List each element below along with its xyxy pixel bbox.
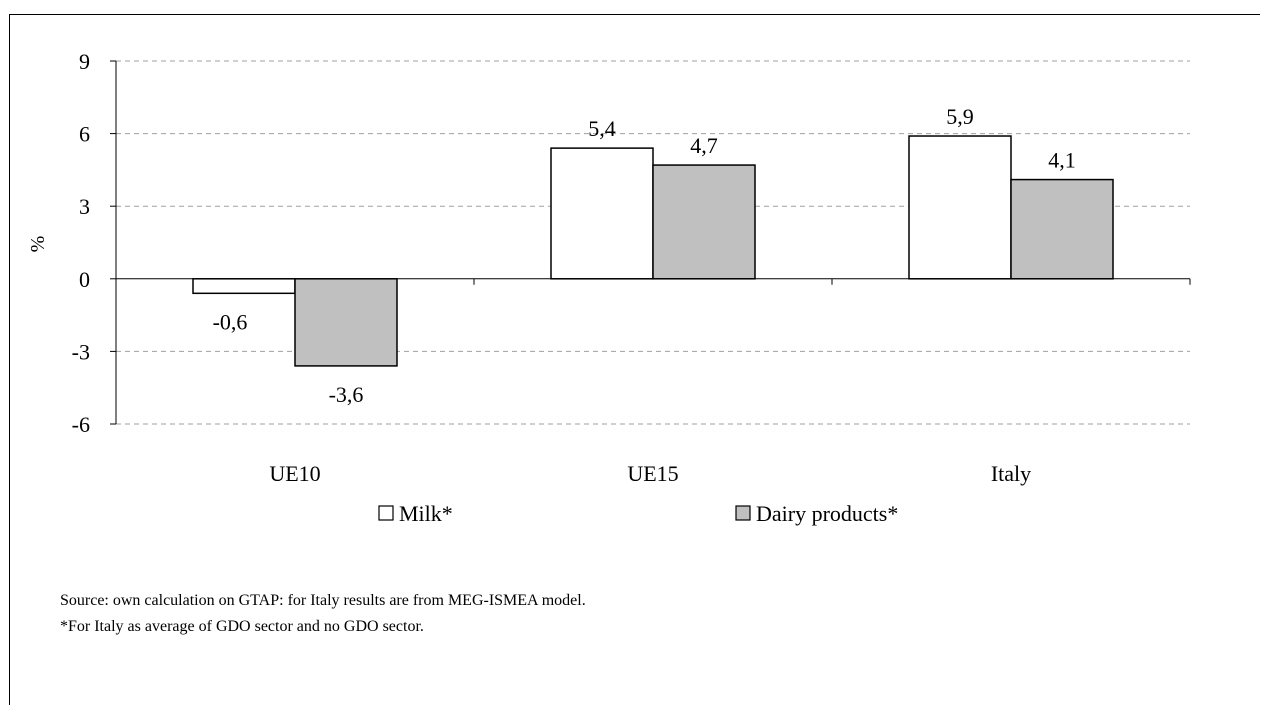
y-tick-label: -6 xyxy=(72,412,90,437)
x-tick-label: UE15 xyxy=(627,461,678,486)
y-axis-label: % xyxy=(27,236,49,253)
x-tick-label: UE10 xyxy=(269,461,320,486)
data-label: 5,9 xyxy=(946,104,974,129)
bar-milk-ue10 xyxy=(192,278,296,295)
x-tick-label: Italy xyxy=(991,461,1031,486)
bar-milk-ue15 xyxy=(550,147,654,280)
data-label: 4,7 xyxy=(690,133,718,158)
legend-swatch xyxy=(378,505,394,521)
legend-label: Milk* xyxy=(399,501,453,526)
source-note: Source: own calculation on GTAP: for Ita… xyxy=(60,592,586,609)
y-tick-label: -3 xyxy=(72,339,90,364)
data-label: -0,6 xyxy=(213,309,248,334)
y-tick-label: 6 xyxy=(79,122,90,147)
bar-dairyproducts-italy xyxy=(1010,178,1114,280)
chart-frame xyxy=(9,14,1260,705)
data-label: -3,6 xyxy=(329,382,364,407)
y-tick-label: 9 xyxy=(79,49,90,74)
footnote: *For Italy as average of GDO sector and … xyxy=(60,618,424,635)
bar-milk-italy xyxy=(908,135,1012,280)
legend-swatch xyxy=(735,505,751,521)
data-label: 4,1 xyxy=(1048,148,1076,173)
y-tick-label: 0 xyxy=(79,267,90,292)
bar-dairyproducts-ue10 xyxy=(294,278,398,367)
data-label: 5,4 xyxy=(588,116,616,141)
bar-dairyproducts-ue15 xyxy=(652,164,756,280)
y-tick-label: 3 xyxy=(79,194,90,219)
legend-label: Dairy products* xyxy=(756,501,898,526)
